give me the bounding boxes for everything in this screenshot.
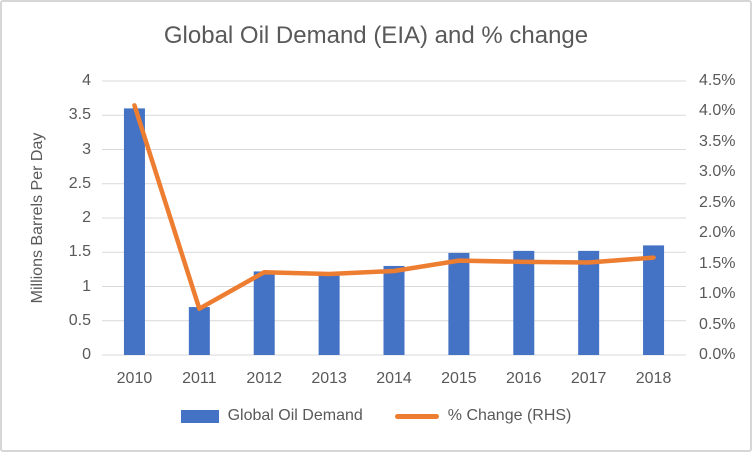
x-axis-tick-label: 2010 (116, 370, 153, 387)
line-series-swatch (394, 413, 439, 419)
bar-2015 (448, 252, 470, 355)
right-axis-tick-label: 0.5% (699, 315, 736, 333)
x-axis-tick-label: 2016 (505, 370, 542, 387)
bar-2016 (513, 250, 535, 355)
bar-2010 (123, 108, 145, 356)
bar-2014 (383, 265, 405, 355)
left-axis-tick-label: 2.5 (68, 174, 91, 192)
right-axis-tick-label: 2.0% (699, 224, 736, 242)
right-axis-tick-label: 3.0% (699, 163, 736, 181)
left-axis-tick-label: 3 (82, 140, 91, 158)
x-axis-tick-label: 2018 (635, 370, 672, 387)
bar-2013 (318, 275, 340, 355)
legend: Global Oil Demand % Change (RHS) (2, 407, 750, 425)
legend-item-pct-change: % Change (RHS) (394, 407, 572, 425)
bar-2011 (188, 307, 210, 355)
left-axis-tick-label: 1.5 (68, 243, 91, 261)
right-axis-tick-label: 4.0% (699, 102, 736, 120)
x-axis-tick-label: 2011 (182, 370, 217, 387)
bar-series-swatch (180, 409, 219, 423)
bar-2018 (643, 245, 665, 355)
x-axis-tick-label: 2013 (311, 370, 347, 387)
right-axis-tick-label: 1.5% (699, 254, 736, 272)
right-axis-tick-label: 3.5% (699, 132, 736, 150)
legend-label-pct-change: % Change (RHS) (447, 407, 572, 424)
x-axis-tick-label: 2017 (570, 370, 607, 387)
left-axis-tick-label: 1 (82, 277, 91, 295)
bar-2017 (578, 250, 600, 355)
x-axis-tick-label: 2014 (376, 370, 412, 387)
left-axis-tick-label: 2 (82, 209, 91, 226)
x-axis-tick-label: 2015 (441, 370, 477, 387)
right-axis-tick-label: 2.5% (699, 193, 736, 211)
x-axis-tick-label: 2012 (246, 370, 283, 387)
right-axis-tick-label: 4.5% (699, 72, 736, 89)
left-axis-tick-label: 0.5 (68, 311, 91, 329)
left-axis-tick-label: 3.5 (68, 106, 91, 124)
bar-2012 (253, 271, 275, 355)
pct-change-line (132, 103, 656, 311)
legend-label-global-oil-demand: Global Oil Demand (227, 407, 363, 424)
legend-item-global-oil-demand: Global Oil Demand (180, 407, 363, 425)
left-axis-tick-label: 0 (82, 346, 91, 363)
left-axis-tick-label: 4 (82, 72, 91, 89)
chart-title: Global Oil Demand (EIA) and % change (163, 22, 589, 49)
right-axis-tick-label: 0.0% (699, 346, 736, 363)
right-axis-tick-label: 1.0% (699, 285, 736, 303)
